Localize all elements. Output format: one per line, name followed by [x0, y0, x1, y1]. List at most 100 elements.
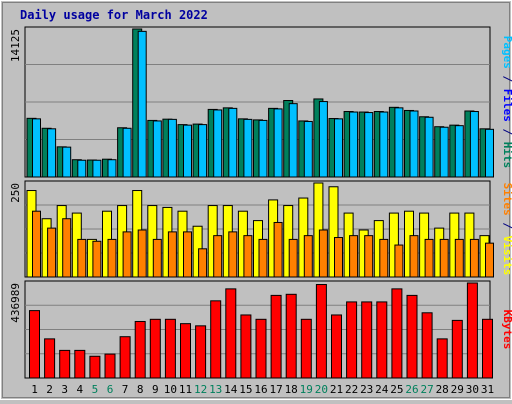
bar-sites-day-1 — [32, 210, 41, 278]
bar-kbytes-day-2 — [44, 338, 56, 379]
bar-kbytes-day-27 — [421, 312, 433, 379]
bar-kbytes-day-11 — [180, 323, 191, 379]
bar-kbytes-day-5 — [89, 355, 101, 379]
bar-sites-day-28 — [439, 238, 449, 278]
bar-sites-day-3 — [62, 218, 72, 278]
bar-kbytes-day-18 — [285, 293, 297, 379]
bar-sites-day-27 — [424, 238, 434, 278]
axis-label-part-3: / — [501, 122, 512, 142]
bar-kbytes-day-13 — [210, 300, 222, 379]
bar-pages-day-16 — [258, 119, 268, 178]
axis-label-part-0: Sites — [501, 183, 512, 216]
bar-kbytes-day-28 — [436, 338, 448, 379]
bar-kbytes-day-10 — [164, 318, 176, 379]
axis-label-visits-sites: Sites / Visits — [501, 183, 512, 276]
bar-kbytes-day-16 — [255, 318, 267, 379]
day-label-4: 4 — [76, 383, 83, 396]
bar-pages-day-14 — [228, 107, 238, 178]
bar-kbytes-day-15 — [240, 314, 252, 379]
bar-kbytes-day-23 — [361, 301, 373, 379]
bar-pages-day-26 — [409, 110, 419, 178]
bar-kbytes-day-12 — [195, 325, 207, 379]
day-label-3: 3 — [61, 383, 68, 396]
bar-sites-day-9 — [152, 238, 162, 278]
day-label-17: 17 — [269, 383, 282, 396]
bar-kbytes-day-14 — [225, 288, 237, 379]
day-label-25: 25 — [390, 383, 403, 396]
bar-kbytes-day-30 — [466, 282, 478, 379]
bar-kbytes-day-1 — [29, 310, 40, 379]
day-label-20: 20 — [315, 383, 328, 396]
bar-pages-day-19 — [303, 120, 313, 178]
day-label-27: 27 — [420, 383, 433, 396]
bar-pages-day-17 — [273, 108, 283, 178]
bar-sites-day-24 — [379, 238, 389, 278]
bar-sites-day-5 — [92, 240, 102, 278]
chart-title: Daily usage for March 2022 — [20, 8, 208, 22]
bar-sites-day-11 — [183, 231, 192, 278]
bar-pages-day-12 — [198, 124, 208, 178]
bar-sites-day-7 — [122, 231, 132, 278]
bar-pages-day-25 — [394, 107, 404, 178]
day-label-11: 11 — [179, 383, 192, 396]
bar-kbytes-day-8 — [134, 320, 146, 379]
day-label-8: 8 — [137, 383, 144, 396]
bar-sites-day-13 — [213, 235, 223, 278]
axis-label-hits-files-pages: Pages / Files / Hits — [501, 36, 512, 169]
bar-pages-day-1 — [32, 118, 41, 178]
axis-label-part-1: / — [501, 69, 512, 89]
day-label-2: 2 — [46, 383, 53, 396]
bar-pages-day-29 — [454, 125, 464, 178]
axis-label-part-2: Visits — [501, 236, 512, 276]
day-label-7: 7 — [122, 383, 129, 396]
bar-pages-day-2 — [47, 128, 57, 178]
bar-kbytes-day-4 — [74, 349, 86, 379]
day-label-21: 21 — [330, 383, 343, 396]
bar-sites-day-23 — [364, 235, 374, 278]
bar-kbytes-day-9 — [149, 318, 161, 379]
bar-kbytes-day-21 — [331, 314, 342, 379]
bar-pages-day-27 — [424, 116, 434, 178]
bar-sites-day-6 — [107, 238, 117, 278]
axis-label-part-0: Pages — [501, 36, 512, 69]
day-label-29: 29 — [451, 383, 464, 396]
bar-sites-day-26 — [409, 235, 419, 278]
day-label-14: 14 — [224, 383, 238, 396]
bar-kbytes-day-6 — [104, 353, 116, 379]
bar-kbytes-day-29 — [451, 319, 463, 379]
bar-pages-day-22 — [349, 111, 359, 178]
bar-pages-day-6 — [107, 159, 117, 178]
bar-sites-day-15 — [243, 235, 253, 278]
bar-pages-day-15 — [243, 118, 253, 178]
bar-pages-day-13 — [213, 109, 223, 178]
bar-pages-day-31 — [485, 128, 494, 178]
bar-sites-day-22 — [349, 235, 359, 278]
bar-pages-day-20 — [318, 101, 328, 178]
bar-pages-day-10 — [167, 118, 177, 178]
bar-pages-day-11 — [183, 124, 192, 178]
bar-pages-day-21 — [334, 118, 343, 178]
day-label-5: 5 — [92, 383, 99, 396]
day-label-10: 10 — [164, 383, 177, 396]
bar-pages-day-23 — [364, 112, 374, 178]
bar-kbytes-day-25 — [391, 288, 403, 379]
bar-sites-day-25 — [394, 244, 404, 278]
day-label-31: 31 — [481, 383, 494, 396]
bar-kbytes-day-7 — [119, 336, 131, 379]
day-label-18: 18 — [285, 383, 298, 396]
bar-pages-day-3 — [62, 146, 72, 178]
max-label-visits-sites: 250 — [9, 183, 22, 203]
bar-sites-day-30 — [469, 238, 479, 278]
day-label-28: 28 — [436, 383, 449, 396]
day-label-12: 12 — [194, 383, 207, 396]
bar-sites-day-2 — [47, 227, 57, 278]
bar-sites-day-4 — [77, 238, 87, 278]
bar-kbytes-day-31 — [482, 318, 493, 379]
day-label-15: 15 — [239, 383, 252, 396]
bar-sites-day-18 — [288, 238, 298, 278]
bar-sites-day-12 — [198, 248, 208, 278]
bar-sites-day-10 — [167, 231, 177, 278]
bar-kbytes-day-3 — [59, 349, 71, 379]
